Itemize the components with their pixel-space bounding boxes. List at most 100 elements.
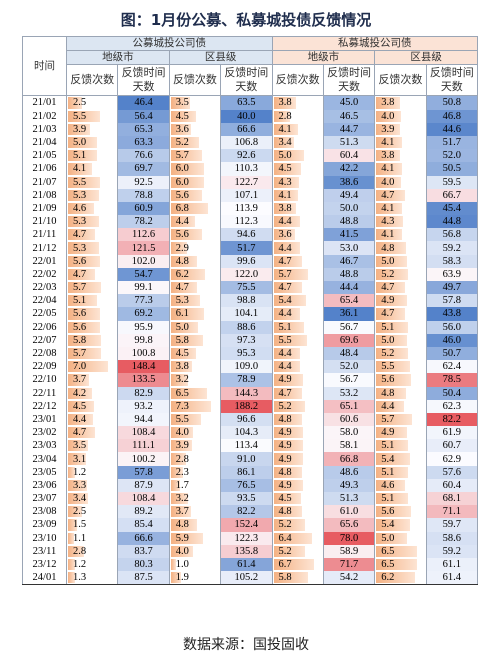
days-value: 44.7 xyxy=(339,123,359,135)
period: 23/08 xyxy=(22,505,67,519)
days-value: 61.0 xyxy=(339,506,359,518)
data-bar xyxy=(273,532,312,544)
period: 21/08 xyxy=(22,188,67,202)
days-cell: 135.8 xyxy=(220,544,273,558)
data-bar xyxy=(170,308,205,320)
days-value: 95.3 xyxy=(237,348,256,360)
data-row: 22/03 5.7 99.1 4.7 75.5 4.7 44.4 4.7 49.7 xyxy=(22,281,479,295)
days-cell: 65.4 xyxy=(322,294,376,308)
days-cell: 87.5 xyxy=(117,571,170,586)
period: 22/09 xyxy=(22,360,67,374)
days-value: 43.8 xyxy=(442,308,461,320)
days-cell: 52.0 xyxy=(322,360,376,374)
days-value: 113.9 xyxy=(234,202,258,214)
days-value: 52.0 xyxy=(442,150,461,162)
count-cell: 4.7 xyxy=(374,307,427,321)
days-value: 61.1 xyxy=(442,559,461,571)
days-value: 87.9 xyxy=(134,479,153,491)
data-bar xyxy=(273,347,300,360)
days-cell: 108.4 xyxy=(117,492,170,506)
data-bar xyxy=(376,453,410,465)
data-bar xyxy=(170,453,187,465)
days-value: 66.6 xyxy=(237,123,256,135)
count-value: 4.4 xyxy=(278,216,292,228)
count-cell: 3.6 xyxy=(168,122,222,136)
count-value: 5.5 xyxy=(175,413,189,425)
count-value: 4.7 xyxy=(381,189,395,201)
count-cell: 4.3 xyxy=(374,215,427,229)
days-value: 49.4 xyxy=(339,189,359,201)
count-value: 4.7 xyxy=(175,282,189,294)
days-value: 98.8 xyxy=(237,295,256,307)
data-bar xyxy=(170,347,196,360)
days-value: 110.3 xyxy=(234,163,258,175)
count-value: 5.6 xyxy=(73,321,87,333)
data-bar xyxy=(68,453,86,465)
count-value: 4.8 xyxy=(175,255,189,267)
days-value: 51.3 xyxy=(339,493,359,505)
days-cell: 60.9 xyxy=(117,201,170,216)
days-value: 121.5 xyxy=(131,242,156,254)
data-row: 21/01 2.5 46.4 3.5 63.5 3.8 45.0 3.8 50.8 xyxy=(22,95,479,110)
count-cell: 5.1 xyxy=(374,320,427,334)
days-cell: 65.3 xyxy=(117,122,170,136)
count-cell: 3.2 xyxy=(168,492,222,506)
count-cell: 4.2 xyxy=(65,386,119,400)
data-bar xyxy=(376,97,400,109)
data-bar xyxy=(170,506,192,518)
count-value: 4.9 xyxy=(278,440,292,452)
count-value: 4.4 xyxy=(278,308,292,320)
days-value: 54.2 xyxy=(339,572,359,584)
days-cell: 82.2 xyxy=(220,505,273,519)
count-value: 3.4 xyxy=(278,137,292,149)
days-value: 51.3 xyxy=(339,137,359,149)
data-bar xyxy=(273,202,297,215)
days-cell: 78.2 xyxy=(117,215,170,229)
count-cell: 4.8 xyxy=(374,241,427,255)
days-cell: 94.4 xyxy=(117,412,170,427)
count-value: 2.5 xyxy=(73,506,87,518)
count-value: 5.2 xyxy=(381,348,395,360)
days-cell: 46.8 xyxy=(425,109,479,123)
days-value: 45.4 xyxy=(442,202,461,214)
count-cell: 4.4 xyxy=(271,215,324,229)
period: 21/01 xyxy=(22,95,67,110)
group-header: 公募城投公司债 xyxy=(66,35,273,52)
count-value: 5.2 xyxy=(278,400,292,412)
data-bar xyxy=(273,334,307,346)
count-value: 5.2 xyxy=(381,268,395,280)
data-row: 21/07 5.5 92.5 6.0 122.7 4.3 38.6 4.0 59.5 xyxy=(22,175,479,189)
days-value: 59.7 xyxy=(442,519,461,531)
count-cell: 5.5 xyxy=(65,175,119,189)
data-bar xyxy=(170,519,198,531)
days-value: 59.2 xyxy=(442,242,461,254)
period: 23/05 xyxy=(22,465,67,479)
days-cell: 65.6 xyxy=(322,518,376,532)
data-bar xyxy=(68,242,99,254)
count-cell: 5.0 xyxy=(374,254,427,268)
count-cell: 5.5 xyxy=(271,333,324,347)
days-value: 144.3 xyxy=(234,387,259,399)
days-value: 69.2 xyxy=(134,308,153,320)
data-bar xyxy=(376,150,400,162)
days-value: 60.4 xyxy=(339,150,359,162)
period: 22/10 xyxy=(22,373,67,387)
days-value: 78.5 xyxy=(442,374,461,386)
data-bar xyxy=(68,558,75,571)
days-cell: 61.4 xyxy=(220,557,273,572)
source: 数据来源：国投固收 xyxy=(183,637,309,653)
count-cell: 5.7 xyxy=(168,149,222,163)
days-cell: 66.6 xyxy=(117,531,170,545)
days-value: 88.6 xyxy=(237,321,256,333)
count-cell: 5.4 xyxy=(271,294,324,308)
count-value: 6.8 xyxy=(175,202,189,214)
data-bar xyxy=(376,479,405,491)
days-value: 80.3 xyxy=(134,559,153,571)
days-cell: 107.1 xyxy=(220,188,273,202)
count-cell: 4.0 xyxy=(168,544,222,558)
days-value: 92.6 xyxy=(237,150,256,162)
days-value: 58.0 xyxy=(339,427,359,439)
period: 21/07 xyxy=(22,175,67,189)
days-cell: 99.6 xyxy=(220,254,273,268)
days-cell: 56.0 xyxy=(425,320,479,334)
